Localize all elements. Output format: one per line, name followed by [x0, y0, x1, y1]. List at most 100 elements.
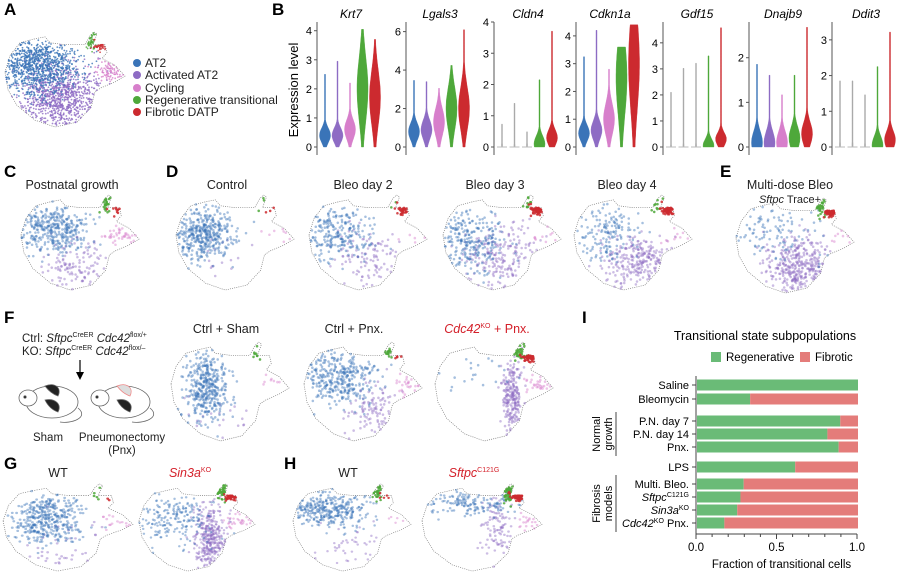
umap-point [90, 86, 93, 89]
umap-point [8, 86, 11, 89]
umap-point [666, 212, 670, 216]
umap-point [647, 256, 651, 259]
umap-point [45, 209, 48, 213]
umap-point [618, 233, 622, 237]
umap-point [30, 113, 33, 116]
umap-point [117, 227, 121, 230]
umap-point [61, 116, 63, 119]
umap-point [327, 212, 330, 215]
umap-point [581, 236, 584, 239]
umap-point [72, 229, 76, 232]
umap-point [65, 228, 68, 231]
umap-point [22, 92, 24, 94]
umap-point [490, 241, 493, 244]
umap-point [198, 230, 201, 233]
umap-point [55, 243, 58, 246]
umap-point [646, 265, 650, 269]
umap-point [632, 256, 635, 259]
umap-point [551, 231, 554, 235]
umap-point [770, 209, 773, 213]
umap-point [214, 226, 217, 229]
umap-point [793, 271, 797, 274]
umap-point [794, 264, 797, 267]
umap-point [632, 246, 636, 249]
umap-point [43, 228, 46, 232]
umap-point [72, 237, 76, 241]
umap-point [194, 224, 198, 228]
umap-point [76, 246, 80, 249]
umap-point [811, 278, 815, 281]
violin-regenerative-transitional [788, 74, 801, 148]
umap-point [39, 108, 41, 111]
umap-point [317, 229, 320, 233]
umap-point [637, 267, 641, 271]
umap-point [74, 225, 78, 229]
umap-point [647, 256, 651, 259]
umap-point [106, 65, 109, 68]
umap-point [795, 273, 799, 276]
umap-point [804, 262, 808, 265]
umap-point [322, 258, 326, 262]
umap-point [595, 218, 599, 222]
umap-point [55, 82, 58, 85]
umap-point [16, 58, 19, 61]
umap-point [44, 112, 47, 115]
umap-point [326, 220, 329, 223]
umap-point [77, 76, 79, 78]
umap-point [781, 255, 785, 259]
y-tick-label: 0 [652, 142, 658, 154]
umap-point [803, 249, 807, 252]
umap-point [484, 239, 488, 242]
umap-point [190, 212, 194, 216]
umap-point [182, 231, 186, 235]
umap-point [793, 264, 796, 267]
umap-point [130, 234, 134, 237]
umap-point [331, 257, 334, 261]
umap-point [35, 242, 38, 246]
y-axis-label: Expression level [286, 43, 301, 138]
umap-point [391, 232, 394, 236]
umap-point [104, 60, 106, 63]
umap-point [39, 223, 42, 227]
umap-point [117, 76, 119, 79]
umap-point [624, 247, 627, 251]
umap-point [74, 248, 78, 252]
umap-point [783, 264, 786, 267]
umap-point [794, 249, 797, 253]
umap-point [260, 230, 263, 233]
umap-point [28, 60, 31, 63]
umap-point [818, 217, 821, 221]
umap-point [87, 242, 90, 245]
umap-point [739, 235, 742, 239]
umap-point [811, 264, 815, 267]
umap-point [100, 45, 103, 48]
umap-point [817, 256, 821, 259]
umap-point [94, 44, 96, 47]
umap-point [32, 100, 35, 102]
umap-point [40, 110, 42, 113]
umap-point [612, 230, 615, 233]
umap-point [24, 64, 27, 66]
umap-point [12, 61, 14, 64]
umap-point [466, 272, 470, 276]
umap-point [642, 270, 646, 274]
umap-point [795, 256, 798, 259]
umap-point [489, 249, 493, 252]
umap-point [88, 44, 90, 47]
umap-point [29, 61, 32, 64]
umap-point [808, 233, 811, 237]
umap-point [35, 99, 38, 102]
umap-point [656, 202, 659, 206]
umap-point [24, 42, 27, 45]
umap-point [30, 93, 33, 96]
umap-point [469, 277, 473, 281]
umap-point [70, 107, 72, 110]
umap-point [631, 238, 635, 242]
umap-point [632, 271, 636, 274]
umap-point [343, 206, 346, 210]
umap-point [586, 226, 589, 229]
umap-point [30, 69, 32, 72]
umap-point [54, 59, 57, 62]
umap-point [375, 255, 379, 259]
umap-point [49, 238, 52, 241]
